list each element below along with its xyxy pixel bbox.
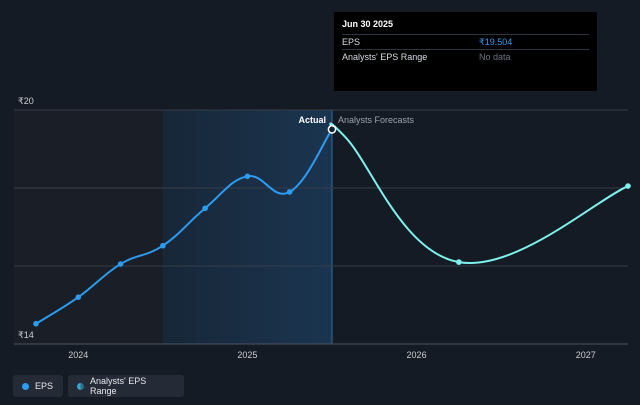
eps-point [202, 205, 208, 212]
eps-point [244, 173, 251, 180]
y-tick-label: ₹14 [18, 330, 34, 340]
x-tick-label: 2025 [237, 350, 257, 360]
tooltip-range-value: No data [479, 52, 511, 62]
actual-label: Actual [298, 115, 326, 125]
legend: EPS Analysts' EPS Range [13, 375, 184, 397]
legend-range-button[interactable]: Analysts' EPS Range [68, 375, 184, 397]
legend-range-label: Analysts' EPS Range [89, 376, 147, 396]
eps-point [33, 320, 39, 327]
eps-point [117, 261, 124, 267]
tooltip-range-label: Analysts' EPS Range [342, 52, 428, 62]
past-region-shade [14, 110, 163, 344]
forecast-point [456, 259, 462, 265]
tooltip: Jun 30 2025 EPS ₹19.504 Analysts' EPS Ra… [334, 12, 597, 91]
x-tick-label: 2024 [68, 350, 88, 360]
legend-eps-button[interactable]: EPS [13, 375, 63, 397]
x-tick-label: 2027 [576, 350, 596, 360]
eps-dot-icon [22, 382, 29, 390]
highlight-band [162, 110, 332, 344]
eps-point [75, 294, 82, 301]
forecast-point [625, 183, 631, 189]
tooltip-date: Jun 30 2025 [342, 19, 394, 29]
tooltip-eps-value: ₹19.504 [479, 36, 513, 47]
y-tick-label: ₹20 [18, 96, 34, 106]
legend-eps-label: EPS [35, 381, 54, 391]
eps-point [160, 242, 166, 249]
eps-forecast-line [329, 122, 629, 265]
highlighted-point [327, 124, 337, 134]
tooltip-row-range: Analysts' EPS Range No data [342, 49, 589, 64]
eps-point [286, 189, 293, 195]
tooltip-row-eps: EPS ₹19.504 [342, 34, 589, 49]
range-dot-icon [77, 382, 84, 390]
tooltip-eps-label: EPS [342, 37, 361, 47]
x-tick-label: 2026 [407, 350, 427, 360]
forecast-label: Analysts Forecasts [338, 115, 415, 125]
